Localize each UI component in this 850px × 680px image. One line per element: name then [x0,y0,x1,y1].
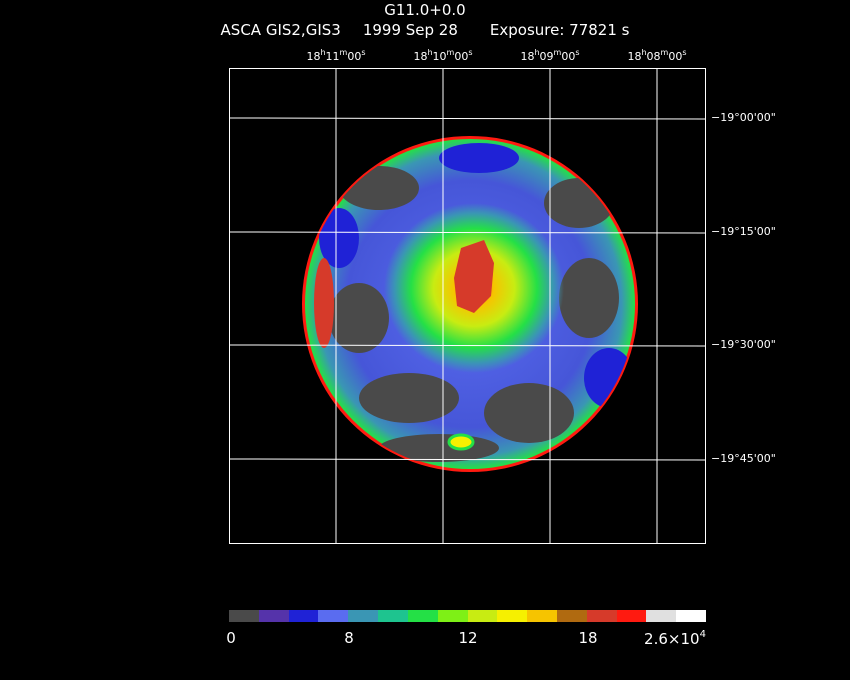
colorbar-swatch [586,610,617,622]
colorbar-swatch [556,610,587,622]
dec-label-15: −19°15'00" [711,225,776,238]
dec-label-45: −19°45'00" [711,452,776,465]
colorbar-swatch [258,610,289,622]
ra-label-18h08m: 18h08m00s [627,48,687,63]
ra-label-18h11m: 18h11m00s [306,48,366,63]
colorbar-swatch [437,610,468,622]
colorbar-label-12: 12 [458,629,478,647]
ra-label-18h09m: 18h09m00s [520,48,580,63]
colorbar-swatch [497,610,528,622]
ra-label-18h10m: 18h10m00s [413,48,473,63]
colorbar-swatch [348,610,379,622]
field-of-view [302,136,638,472]
colorbar-label-18: 18 [578,629,598,647]
dec-grid-line [229,458,706,461]
image-title: G11.0+0.0 [384,1,466,19]
observation-date: 1999 Sep 28 [362,21,458,39]
exposure-label: Exposure: 77821 s [489,21,630,39]
colorbar-swatch [467,610,498,622]
observation-info: ASCA GIS2,GIS3 1999 Sep 28 Exposure: 77821… [0,21,850,39]
colorbar-label-max: 2.6×104 [644,629,706,648]
instrument-label: ASCA GIS2,GIS3 [220,21,341,39]
colorbar-swatch [676,610,706,622]
colorbar-swatch [527,610,557,622]
emission-peak [454,240,494,313]
colorbar-label-8: 8 [344,629,354,647]
dec-grid-line [229,117,706,120]
colorbar-swatch [229,610,259,622]
colorbar-swatch [407,610,438,622]
dec-grid-line [229,344,706,347]
coordinate-grid [229,68,706,544]
southern-source [447,433,475,451]
colorbar-swatch [318,610,349,622]
plot-frame [229,68,706,544]
dec-label-30: −19°30'00" [711,338,776,351]
dec-grid-line [229,231,706,234]
colorbar-label-0: 0 [226,629,236,647]
colorbar-swatch [646,610,677,622]
colorbar [229,610,706,622]
xray-image-panel [229,68,706,544]
colorbar-swatch [616,610,647,622]
colorbar-swatch [288,610,319,622]
colorbar-swatch [378,610,408,622]
dec-label-0: −19°00'00" [711,111,776,124]
